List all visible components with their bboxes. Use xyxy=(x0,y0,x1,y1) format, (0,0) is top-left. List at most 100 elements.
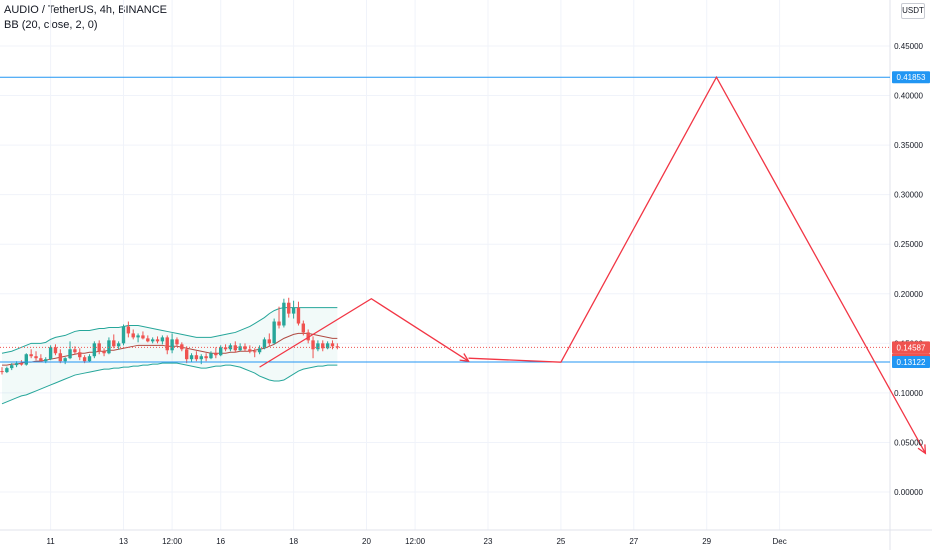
candle-body xyxy=(53,347,58,354)
candle-body xyxy=(121,326,126,344)
candle-body xyxy=(330,343,335,347)
candle-body xyxy=(253,351,257,353)
candle-body xyxy=(87,356,92,362)
candle-body xyxy=(223,347,228,350)
candle-body xyxy=(141,335,145,339)
candle-body xyxy=(78,352,82,358)
candle-body xyxy=(306,332,310,341)
candle-body xyxy=(160,337,165,342)
time-tick-label: 16 xyxy=(216,537,225,546)
time-tick-label: 27 xyxy=(629,537,638,546)
candle-body xyxy=(73,349,77,353)
candle-body xyxy=(325,343,330,349)
candle-body xyxy=(291,307,296,314)
price-tick-label: 0.05000 xyxy=(894,438,923,447)
candle-body xyxy=(116,343,121,347)
bb-upper-line xyxy=(1,307,338,354)
big-projection-arrow xyxy=(468,75,926,454)
candle-body xyxy=(175,339,179,345)
candle-body xyxy=(44,359,48,362)
candle-body xyxy=(287,302,291,314)
candle-body xyxy=(282,302,286,326)
candle-body xyxy=(296,307,301,324)
time-tick-label: 29 xyxy=(702,537,711,546)
last-price-tag: 0.14587 xyxy=(897,343,926,352)
time-tick-label: 13 xyxy=(119,537,128,546)
small-projection-arrow-head xyxy=(459,353,470,362)
candle-body xyxy=(267,339,271,344)
candle-body xyxy=(262,339,267,349)
price-tick-label: 0.35000 xyxy=(894,141,923,150)
price-tick-label: 0.00000 xyxy=(894,488,923,497)
level-price-tag-bg xyxy=(892,71,930,84)
time-tick-label: 12:00 xyxy=(405,537,426,546)
price-tick-label: 0.20000 xyxy=(894,290,923,299)
candle-body xyxy=(238,346,242,351)
candle-body xyxy=(214,353,218,356)
candle-body xyxy=(58,353,63,362)
candle-body xyxy=(68,349,72,359)
level-price-tag: 0.41853 xyxy=(897,73,926,82)
candle-body xyxy=(228,345,233,350)
time-tick-label: 23 xyxy=(484,537,493,546)
candle-body xyxy=(335,346,340,348)
candle-body xyxy=(136,335,140,338)
candle-body xyxy=(126,326,131,334)
candle-body xyxy=(170,339,174,351)
candle-body xyxy=(301,323,306,333)
candle-body xyxy=(29,354,33,357)
candle-body xyxy=(155,339,160,342)
candle-body xyxy=(316,343,320,350)
candle-body xyxy=(184,349,189,360)
candle-body xyxy=(180,344,184,350)
small-projection-arrow xyxy=(259,297,469,368)
price-tick-label: 0.45000 xyxy=(894,42,923,51)
candle-body xyxy=(204,356,208,359)
symbol-title: AUDIO / TetherUS, 4h, BINANCE xyxy=(4,4,168,16)
candle-body xyxy=(272,321,276,344)
candle-body xyxy=(63,358,67,362)
candle-body xyxy=(233,345,237,351)
candle-body xyxy=(19,363,24,365)
candle-body xyxy=(194,355,199,360)
candle-body xyxy=(150,339,155,342)
price-tick-label: 0.30000 xyxy=(894,191,923,200)
candle-body xyxy=(243,346,247,350)
candle-body xyxy=(165,337,169,351)
candle-body xyxy=(277,321,281,326)
candle-body xyxy=(102,351,106,354)
bb-lower-line xyxy=(1,362,338,405)
candle-body xyxy=(10,365,14,369)
candle-body xyxy=(189,355,194,360)
candle-body xyxy=(146,338,150,342)
candle-body xyxy=(24,354,28,365)
time-tick-label: 11 xyxy=(46,537,55,546)
bb-basis-line xyxy=(2,332,338,366)
price-tick-label: 0.10000 xyxy=(894,389,923,398)
candle-body xyxy=(34,356,38,359)
candle-body xyxy=(5,368,9,373)
level-price-tag: 0.13122 xyxy=(897,358,926,367)
candle-body xyxy=(112,340,116,347)
time-tick-label: Dec xyxy=(772,537,786,546)
candle-body xyxy=(48,347,53,360)
candle-body xyxy=(209,353,213,359)
big-projection-arrow-head xyxy=(917,444,927,455)
time-tick-label: 25 xyxy=(556,537,565,546)
candle-body xyxy=(199,356,203,360)
bb-band-fill xyxy=(2,307,338,404)
level-price-tag-bg xyxy=(892,355,930,368)
candle-body xyxy=(14,363,19,366)
last-price-tag-bg xyxy=(892,341,930,354)
time-tick-label: 18 xyxy=(289,537,298,546)
candle-body xyxy=(82,357,87,362)
candle-body xyxy=(311,340,315,350)
candle-body xyxy=(131,333,135,338)
candle-body xyxy=(0,371,4,373)
currency-button[interactable]: USDT xyxy=(901,3,925,19)
price-tick-label: 0.40000 xyxy=(894,92,923,101)
time-tick-label: 20 xyxy=(362,537,371,546)
time-tick-label: 12:00 xyxy=(162,537,183,546)
candle-body xyxy=(248,349,252,352)
